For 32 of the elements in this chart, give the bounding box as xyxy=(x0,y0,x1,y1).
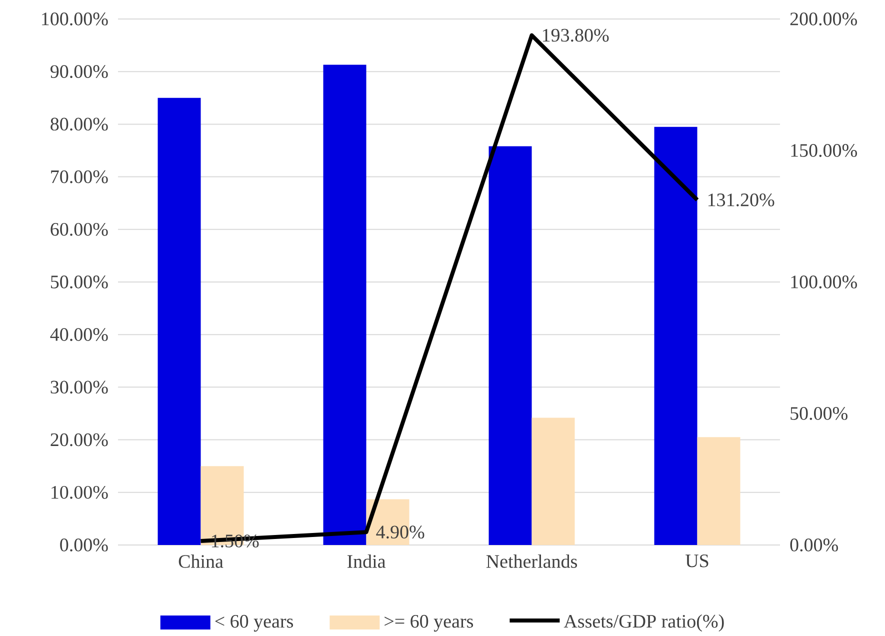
data-label: 4.90% xyxy=(376,526,424,539)
y-tick-label: 100.00% xyxy=(42,12,108,26)
legend-label: < 60 years xyxy=(215,614,293,632)
x-tick-label: Netherlands xyxy=(486,554,577,568)
y-tick-label: 90.00% xyxy=(50,65,108,78)
legend-label: Assets/GDP ratio(%) xyxy=(564,614,724,632)
y2-tick-label: 50.00% xyxy=(790,407,848,420)
data-label: 193.80% xyxy=(542,28,609,42)
bar xyxy=(532,418,575,545)
y-tick-label: 30.00% xyxy=(50,380,108,394)
y-tick-label: 40.00% xyxy=(50,328,108,342)
y-tick-label: 10.00% xyxy=(52,486,108,499)
y2-tick-label: 150.00% xyxy=(791,144,857,157)
y-tick-label: 70.00% xyxy=(51,170,108,184)
y2-tick-label: 200.00% xyxy=(790,12,857,26)
y-tick-label: 50.00% xyxy=(50,276,108,288)
y2-tick-label: 100.00% xyxy=(791,276,857,288)
x-tick-label: US xyxy=(686,554,708,568)
y-tick-label: 60.00% xyxy=(50,222,108,236)
x-tick-label: India xyxy=(347,554,386,568)
y2-tick-label: 0.00% xyxy=(790,538,838,552)
legend-label: >= 60 years xyxy=(384,614,474,632)
y-tick-label: 80.00% xyxy=(50,118,108,131)
bar xyxy=(697,437,740,545)
bar xyxy=(158,98,201,545)
data-label: 131.20% xyxy=(708,193,774,206)
y-tick-label: 20.00% xyxy=(50,433,108,446)
bar xyxy=(488,146,532,545)
bar xyxy=(323,64,366,545)
x-tick-label: China xyxy=(178,554,224,568)
y-tick-label: 0.00% xyxy=(60,538,108,552)
bar xyxy=(654,126,698,545)
